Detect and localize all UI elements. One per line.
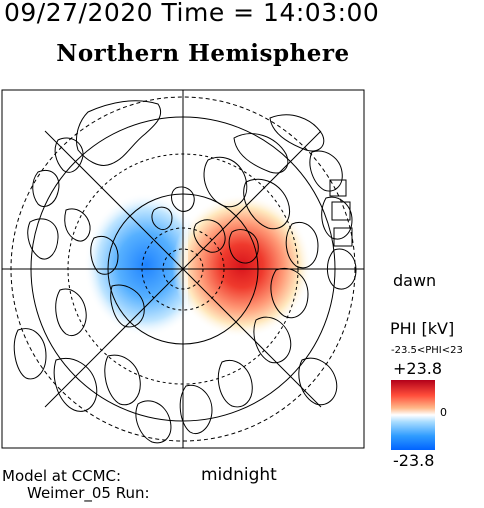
colorbar-zero-label: 0 xyxy=(440,406,447,419)
model-label-line2: Weimer_05 Run: xyxy=(27,484,150,502)
model-label-line1: Model at CCMC: xyxy=(2,467,122,485)
dawn-label: dawn xyxy=(393,271,437,290)
phi-colorbar xyxy=(391,380,435,450)
meridian-diagonal-2 xyxy=(44,130,322,408)
midnight-label: midnight xyxy=(201,465,277,485)
map-grid-detail xyxy=(329,179,353,247)
colorbar-title: PHI [kV] xyxy=(390,319,455,338)
colorbar-range-label: -23.5<PHI<23 xyxy=(391,345,463,356)
colorbar-min-label: -23.8 xyxy=(393,451,435,470)
map-frame xyxy=(1,89,365,449)
colorbar-max-label: +23.8 xyxy=(393,359,443,378)
coastlines xyxy=(13,100,357,444)
positive-potential-cell xyxy=(172,194,312,338)
map-title: Northern Hemisphere xyxy=(56,40,350,67)
datetime-header: 09/27/2020 Time = 14:03:00 xyxy=(4,0,380,27)
